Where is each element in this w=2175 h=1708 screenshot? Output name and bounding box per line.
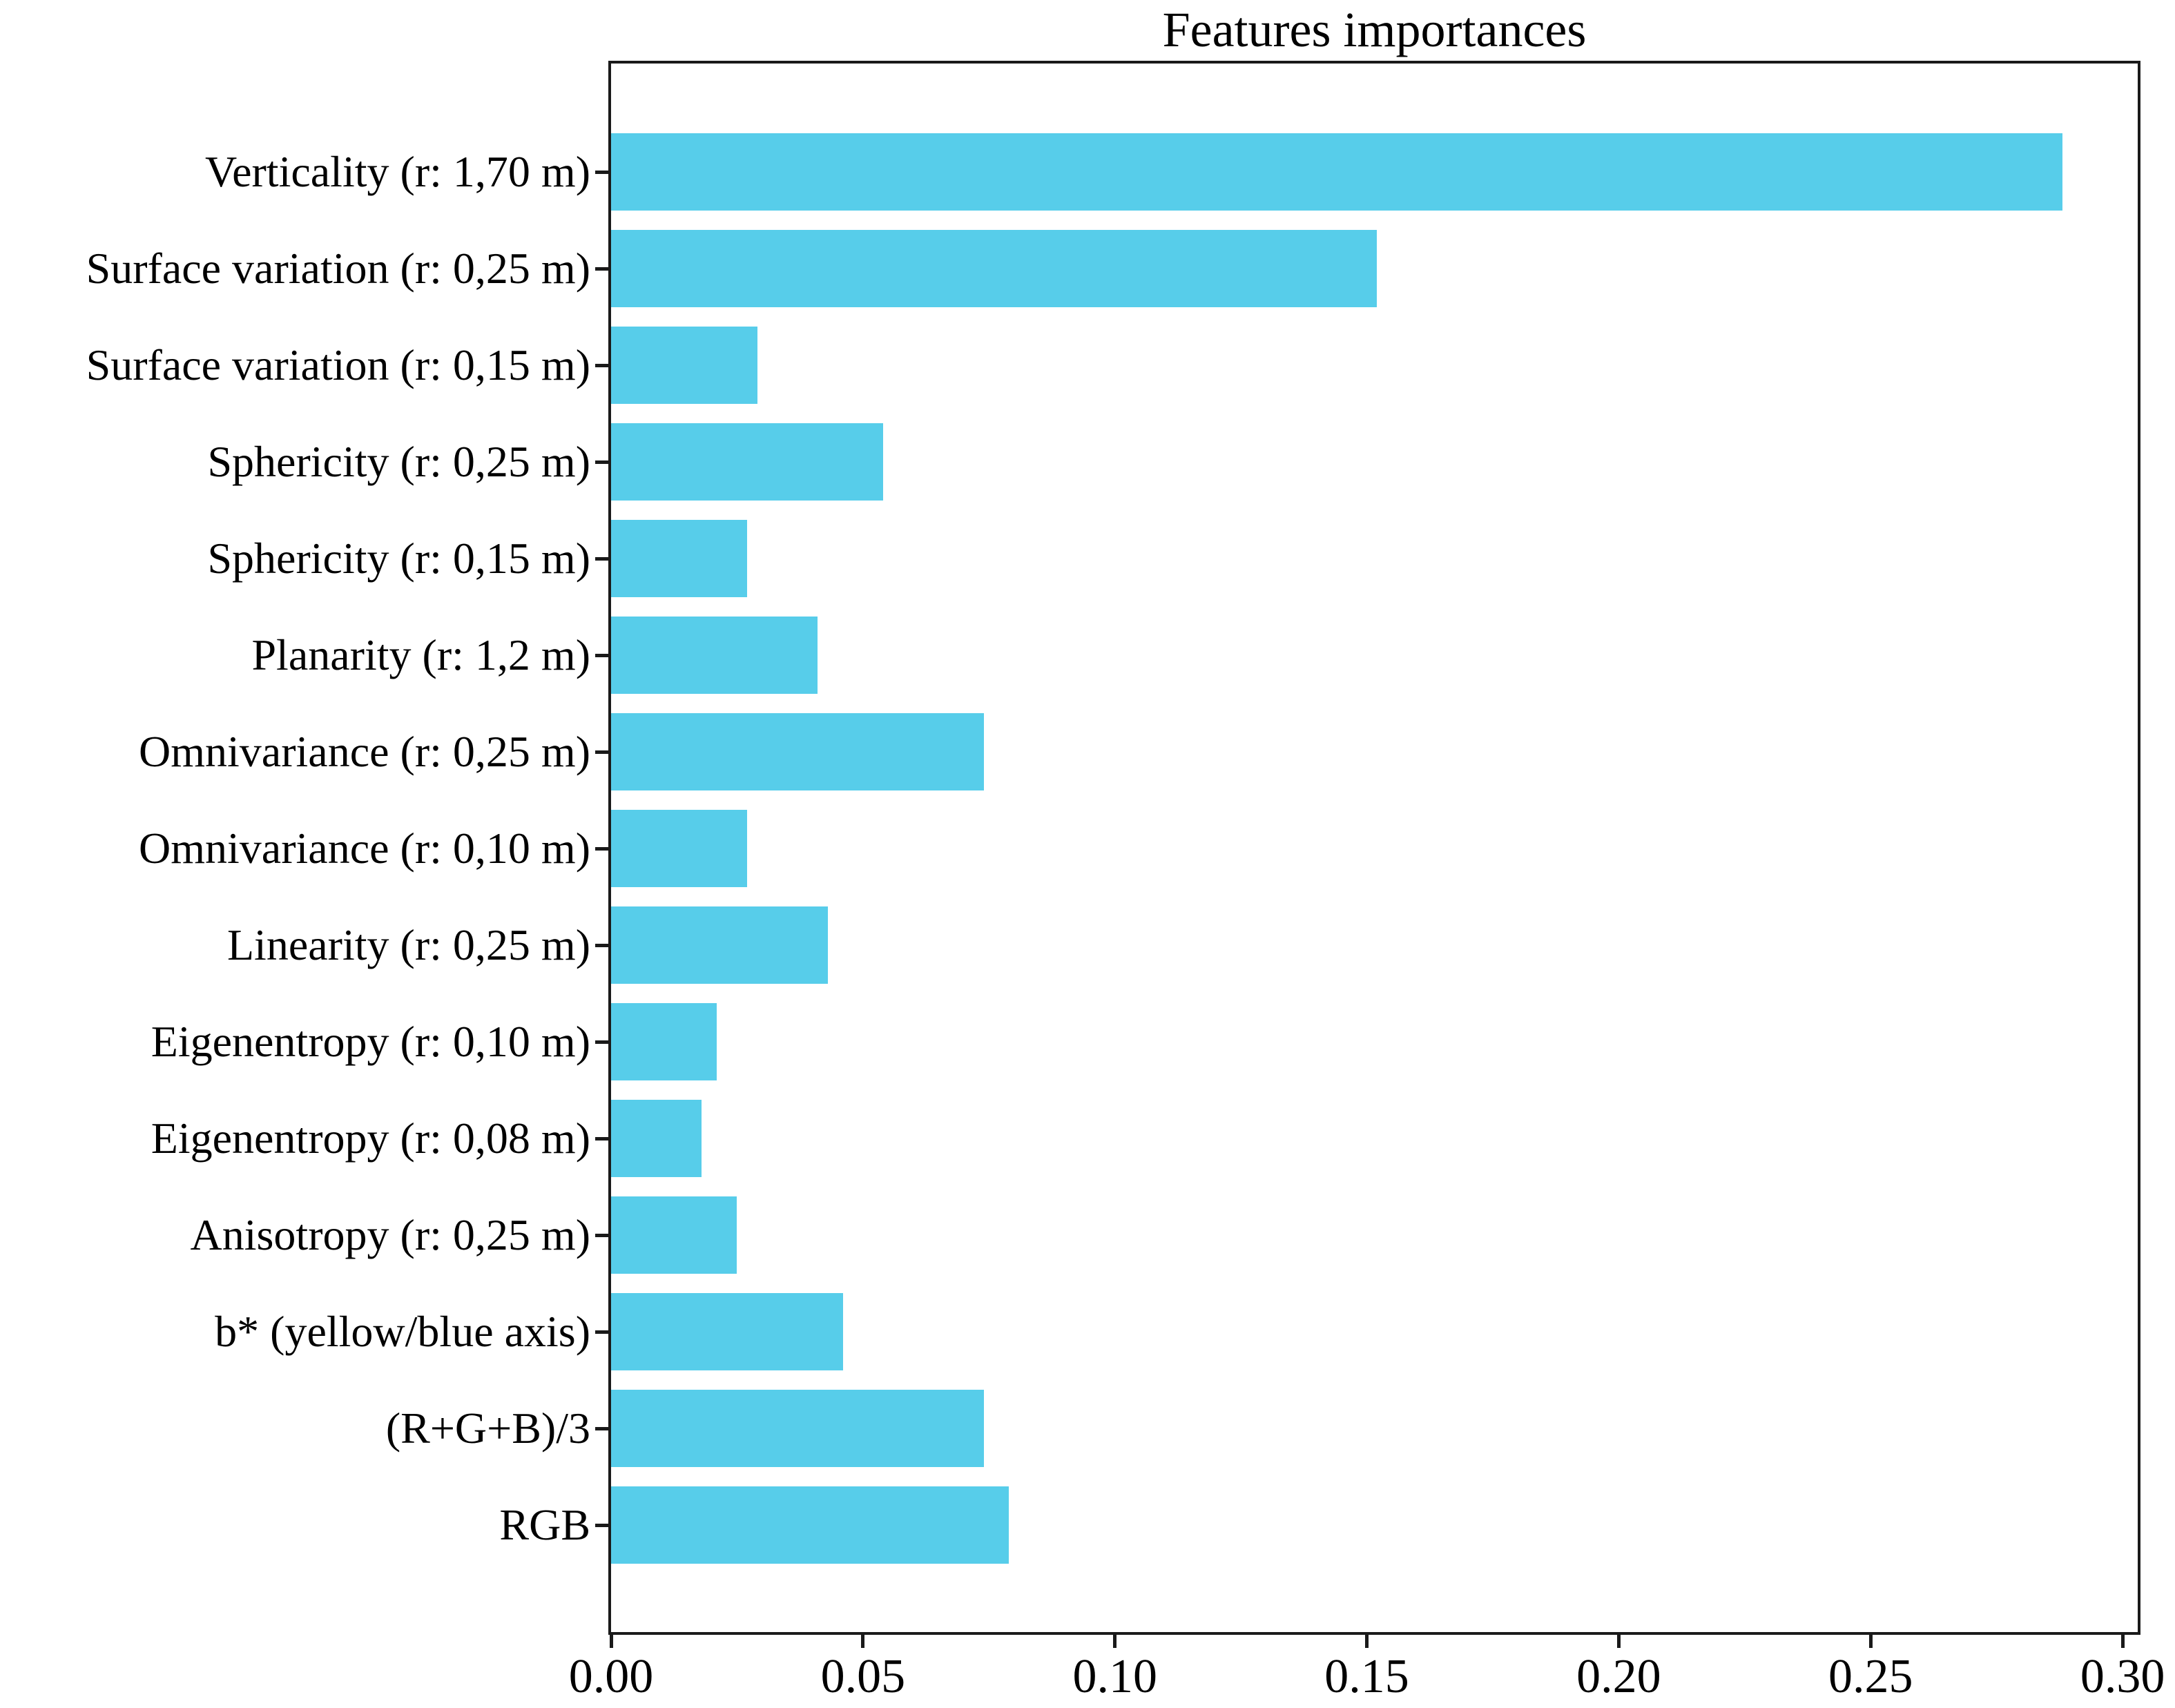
plot-area [608,61,2140,1635]
x-tick-label: 0.30 [2080,1650,2165,1703]
x-tick [2120,1635,2125,1648]
x-tick-label: 0.25 [1828,1650,1913,1703]
category-label: Omnivariance (r: 0,10 m) [139,824,590,873]
y-tick [595,460,608,464]
category-label: Omnivariance (r: 0,25 m) [139,727,590,776]
category-label: Sphericity (r: 0,25 m) [207,437,590,486]
y-tick [595,1330,608,1334]
bar-7 [611,810,748,887]
bar-5 [611,617,818,694]
y-tick [595,750,608,754]
y-tick [595,1234,608,1237]
x-tick-label: 0.10 [1072,1650,1157,1703]
bars-layer [611,64,2138,1632]
bar-14 [611,1486,1009,1564]
bar-11 [611,1196,737,1274]
bar-9 [611,1003,717,1080]
category-label: b* (yellow/blue axis) [215,1307,590,1356]
x-tick-label: 0.20 [1576,1650,1661,1703]
category-label: Eigenentropy (r: 0,10 m) [151,1017,590,1066]
bar-10 [611,1100,702,1177]
category-label: Anisotropy (r: 0,25 m) [190,1210,591,1259]
category-label: RGB [499,1500,590,1549]
x-tick [1113,1635,1117,1648]
x-tick-label: 0.05 [820,1650,906,1703]
x-tick [1616,1635,1621,1648]
category-label: Sphericity (r: 0,15 m) [207,534,590,583]
bar-2 [611,327,757,404]
category-label: (R+G+B)/3 [385,1404,590,1453]
x-tick-label: 0.15 [1324,1650,1409,1703]
bar-12 [611,1293,843,1370]
y-axis-labels: Verticality (r: 1,70 m) Surface variation… [0,0,590,1708]
y-tick [595,171,608,174]
x-tick [1365,1635,1369,1648]
x-tick-label: 0.00 [568,1650,654,1703]
bar-8 [611,906,828,984]
y-tick [595,1524,608,1527]
chart-title: Features importances [1162,2,1587,57]
x-tick [1868,1635,1873,1648]
y-tick [595,1040,608,1044]
x-tick [861,1635,865,1648]
y-tick [595,267,608,271]
bar-13 [611,1390,984,1467]
category-label: Verticality (r: 1,70 m) [204,147,590,196]
y-tick [595,847,608,851]
y-tick [595,944,608,947]
category-label: Linearity (r: 0,25 m) [226,920,590,969]
y-tick [595,1137,608,1141]
bar-0 [611,133,2062,211]
y-tick [595,1427,608,1430]
category-label: Planarity (r: 1,2 m) [251,630,590,679]
y-tick [595,364,608,367]
category-label: Surface variation (r: 0,25 m) [86,244,590,293]
bar-4 [611,520,748,597]
y-tick [595,557,608,561]
bar-3 [611,423,884,501]
bar-6 [611,713,984,790]
x-tick [609,1635,613,1648]
bar-1 [611,230,1378,307]
category-label: Surface variation (r: 0,15 m) [86,340,590,389]
category-label: Eigenentropy (r: 0,08 m) [151,1114,590,1163]
y-tick [595,654,608,657]
